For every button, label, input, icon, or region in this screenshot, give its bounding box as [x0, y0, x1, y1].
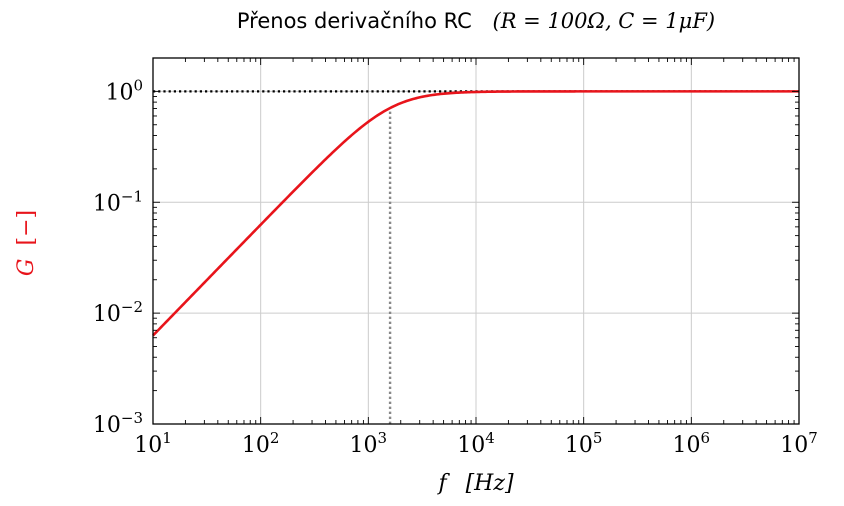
y-axis-symbol: G: [14, 259, 39, 277]
series-line: [152, 90, 799, 337]
grid: [153, 58, 799, 424]
x-axis-unit: [Hz]: [466, 471, 514, 496]
ticks: [152, 57, 800, 425]
series: [152, 90, 799, 337]
x-tick-label: 104: [457, 429, 495, 458]
x-tick-label: 106: [673, 429, 711, 458]
chart-title-params: (R = 100Ω, C = 1μF): [493, 9, 716, 33]
x-tick-label: 107: [780, 429, 818, 458]
y-axis-label: G [−]: [14, 210, 39, 276]
y-tick-label: 10−1: [93, 187, 143, 216]
chart-title-prefix: Přenos derivačního RC: [237, 9, 472, 33]
x-tick-label: 102: [242, 429, 280, 458]
x-tick-label: 101: [134, 429, 172, 458]
y-tick-label: 10−2: [93, 298, 143, 327]
x-axis-label: f [Hz]: [436, 471, 514, 496]
x-tick-label: 103: [350, 429, 388, 458]
x-axis-symbol: f: [436, 471, 450, 496]
y-tick-label: 100: [105, 76, 143, 105]
x-tick-label: 105: [565, 429, 603, 458]
y-axis-unit: [−]: [14, 210, 39, 246]
chart-title: Přenos derivačního RC (R = 100Ω, C = 1μF…: [237, 9, 715, 33]
tick-labels: 101 102 103 104 105 106 107 10−3 10−2 10−1 100: [93, 76, 818, 458]
y-tick-label: 10−3: [93, 409, 143, 438]
